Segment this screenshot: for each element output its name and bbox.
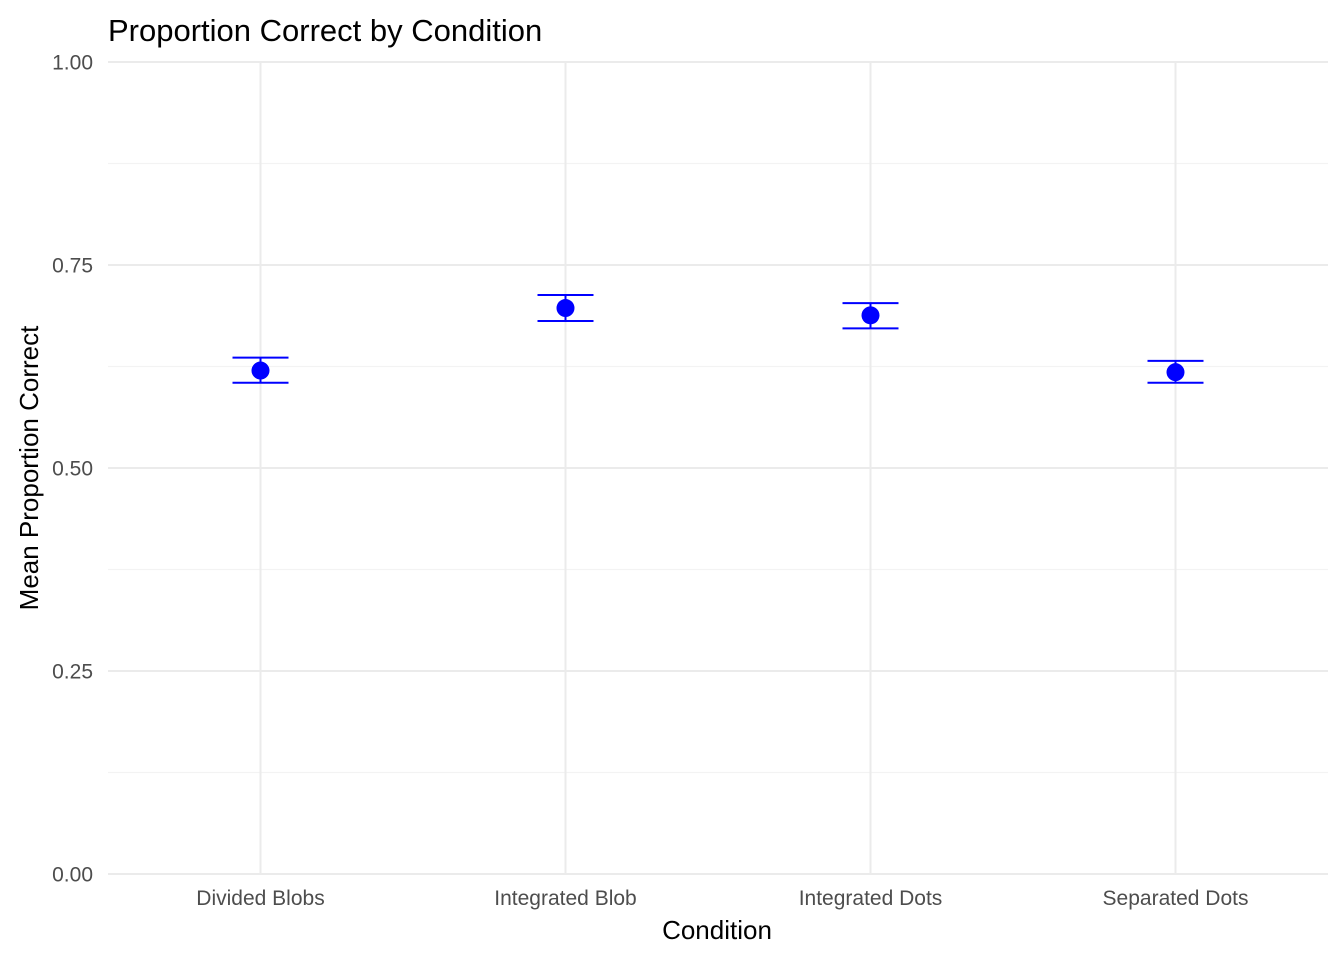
data-point bbox=[861, 306, 880, 325]
data-point bbox=[1166, 363, 1185, 382]
x-axis-title: Condition bbox=[662, 915, 772, 945]
data-point bbox=[556, 299, 575, 318]
y-tick-label: 0.50 bbox=[52, 458, 93, 481]
y-tick-label: 1.00 bbox=[52, 52, 93, 75]
x-tick-label: Separated Dots bbox=[1103, 887, 1249, 910]
x-tick-labels: Divided Blobs Integrated Blob Integrated D… bbox=[196, 887, 1248, 910]
x-tick-label: Divided Blobs bbox=[196, 887, 324, 910]
y-tick-labels: 0.00 0.25 0.50 0.75 1.00 bbox=[52, 52, 93, 887]
data-point bbox=[251, 361, 270, 380]
x-tick-label: Integrated Dots bbox=[799, 887, 943, 910]
grid-lines bbox=[108, 61, 1328, 875]
data-marks bbox=[232, 294, 1204, 384]
x-tick-label: Integrated Blob bbox=[494, 887, 636, 910]
y-axis-title: Mean Proportion Correct bbox=[14, 325, 44, 610]
y-tick-label: 0.00 bbox=[52, 864, 93, 887]
y-tick-label: 0.75 bbox=[52, 255, 93, 278]
y-tick-label: 0.25 bbox=[52, 661, 93, 684]
chart-title: Proportion Correct by Condition bbox=[108, 13, 542, 48]
